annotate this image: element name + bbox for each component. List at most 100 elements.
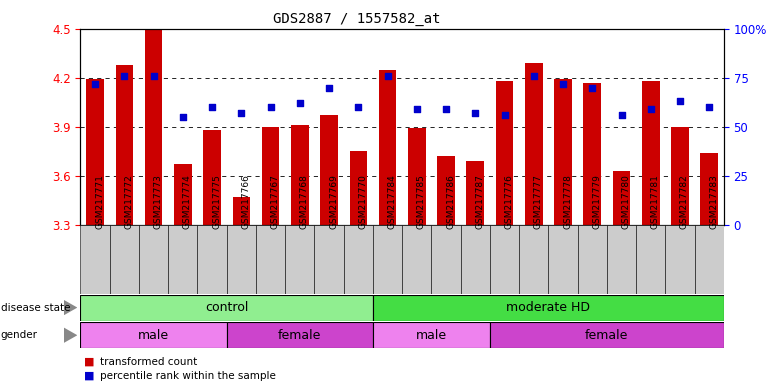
Bar (116, 65, 133, 225)
Bar (378, 70, 396, 225)
Point (235, 110, 247, 116)
Bar (490, 225, 519, 294)
Bar (671, 127, 689, 225)
Bar (373, 322, 490, 348)
Bar (437, 156, 455, 225)
Text: GSM217768: GSM217768 (300, 174, 309, 229)
Point (440, 106, 452, 112)
Text: male: male (138, 329, 169, 342)
Polygon shape (64, 300, 77, 315)
Bar (169, 225, 198, 294)
Point (469, 110, 481, 116)
Bar (80, 322, 227, 348)
Text: GSM217773: GSM217773 (153, 174, 162, 229)
Bar (145, 29, 162, 225)
Bar (525, 63, 542, 225)
Bar (233, 197, 250, 225)
Bar (344, 225, 373, 294)
Point (499, 112, 511, 118)
Text: GSM217775: GSM217775 (212, 174, 221, 229)
Text: ■: ■ (84, 371, 95, 381)
Bar (110, 225, 139, 294)
Bar (607, 225, 636, 294)
Text: transformed count: transformed count (100, 357, 197, 367)
Bar (700, 153, 718, 225)
Point (586, 84, 598, 91)
Point (674, 98, 686, 104)
Text: moderate HD: moderate HD (506, 301, 591, 314)
Bar (291, 125, 309, 225)
Bar (642, 81, 660, 225)
Bar (320, 115, 338, 225)
Bar (285, 225, 314, 294)
Point (557, 81, 569, 87)
Text: GSM217784: GSM217784 (388, 174, 397, 229)
Bar (431, 225, 460, 294)
Text: GSM217780: GSM217780 (621, 174, 630, 229)
Bar (256, 225, 285, 294)
Point (528, 73, 540, 79)
Point (352, 104, 365, 110)
Text: GSM217767: GSM217767 (270, 174, 280, 229)
Point (615, 112, 627, 118)
Text: GSM217772: GSM217772 (124, 174, 133, 229)
Bar (262, 127, 280, 225)
Bar (519, 225, 548, 294)
Bar (87, 79, 104, 225)
Bar (555, 79, 571, 225)
Point (645, 106, 657, 112)
Point (264, 104, 277, 110)
Bar (466, 161, 484, 225)
Bar (80, 225, 110, 294)
Bar (666, 225, 695, 294)
Bar (613, 171, 630, 225)
Text: GSM217786: GSM217786 (446, 174, 455, 229)
Point (381, 73, 394, 79)
Text: female: female (278, 329, 322, 342)
Bar (314, 225, 344, 294)
Bar (460, 225, 490, 294)
Text: GSM217771: GSM217771 (95, 174, 104, 229)
Bar (349, 151, 367, 225)
Text: GSM217781: GSM217781 (651, 174, 660, 229)
Bar (174, 164, 192, 225)
Bar (227, 322, 373, 348)
Bar (139, 225, 169, 294)
Text: female: female (585, 329, 629, 342)
Text: percentile rank within the sample: percentile rank within the sample (100, 371, 276, 381)
Point (411, 106, 423, 112)
Text: GSM217782: GSM217782 (680, 174, 689, 229)
Text: GSM217778: GSM217778 (563, 174, 572, 229)
Text: GSM217779: GSM217779 (592, 174, 601, 229)
Text: GSM217770: GSM217770 (358, 174, 367, 229)
Text: male: male (416, 329, 447, 342)
Point (177, 114, 189, 120)
Text: GSM217776: GSM217776 (505, 174, 513, 229)
Text: ■: ■ (84, 357, 95, 367)
Bar (490, 322, 724, 348)
Bar (80, 295, 373, 321)
Text: GSM217777: GSM217777 (534, 174, 543, 229)
Text: GDS2887 / 1557582_at: GDS2887 / 1557582_at (273, 12, 441, 25)
Bar (496, 81, 513, 225)
Text: disease state: disease state (1, 303, 70, 313)
Text: GSM217785: GSM217785 (417, 174, 426, 229)
Bar (373, 295, 724, 321)
Point (147, 73, 159, 79)
Point (293, 100, 306, 106)
Text: GSM217783: GSM217783 (709, 174, 719, 229)
Point (323, 84, 336, 91)
Bar (408, 128, 426, 225)
Text: GSM217769: GSM217769 (329, 174, 338, 229)
Polygon shape (64, 328, 77, 343)
Bar (584, 83, 601, 225)
Text: GSM217774: GSM217774 (183, 174, 192, 229)
Bar (578, 225, 607, 294)
Text: control: control (205, 301, 248, 314)
Bar (373, 225, 402, 294)
Bar (402, 225, 431, 294)
Point (206, 104, 218, 110)
Text: GSM217787: GSM217787 (475, 174, 484, 229)
Bar (227, 225, 256, 294)
Bar (695, 225, 724, 294)
